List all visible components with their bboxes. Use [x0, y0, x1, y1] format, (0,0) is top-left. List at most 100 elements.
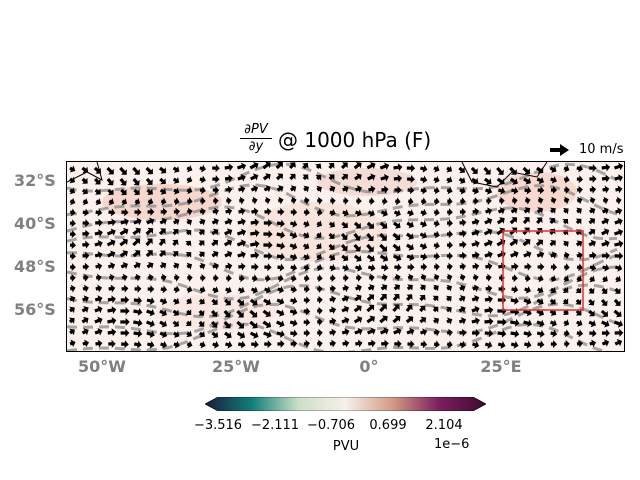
wind-arrow: [107, 328, 117, 337]
wind-arrow: [303, 318, 311, 327]
wind-arrow: [82, 339, 90, 348]
wind-arrow: [405, 232, 414, 240]
wind-arrow: [407, 197, 414, 206]
wind-arrow: [262, 309, 271, 318]
wind-arrow: [420, 262, 428, 271]
colorbar-tick: −3.516: [193, 418, 243, 433]
wind-arrow: [549, 319, 557, 327]
wind-arrow: [132, 249, 141, 258]
wind-arrow: [563, 196, 570, 205]
wind-arrow: [356, 197, 362, 206]
wind-arrow: [576, 263, 583, 272]
wind-arrow: [132, 227, 141, 236]
wind-arrow: [512, 196, 518, 205]
wind-arrow: [120, 328, 130, 337]
wind-arrow: [120, 295, 130, 304]
wind-arrow: [522, 238, 531, 247]
wind-arrow: [367, 173, 376, 181]
wind-arrow: [303, 208, 310, 217]
wind-arrow: [602, 185, 610, 194]
wind-arrow: [483, 166, 491, 175]
wind-arrow: [459, 186, 466, 195]
wind-arrow: [433, 328, 440, 337]
wind-arrow: [303, 307, 311, 316]
wind-arrow: [225, 207, 233, 216]
wind-arrow: [262, 320, 272, 329]
wind-arrow: [172, 218, 180, 226]
wind-arrow: [107, 306, 117, 315]
wind-arrow: [340, 232, 348, 240]
wind-arrow: [199, 262, 206, 270]
wind-arrow: [433, 230, 440, 239]
lat-label-56s: 56°S: [14, 300, 56, 319]
wind-arrow: [601, 207, 609, 215]
wind-arrow: [576, 339, 583, 348]
wind-arrow: [497, 187, 506, 195]
wind-arrow: [497, 296, 507, 305]
wind-arrow: [446, 284, 453, 292]
title-denominator: ∂y: [248, 139, 264, 154]
wind-arrow: [614, 217, 623, 226]
wind-arrow: [537, 340, 545, 349]
wind-arrow: [236, 309, 244, 318]
wind-arrow: [510, 341, 519, 349]
wind-arrow: [119, 238, 128, 247]
wind-arrow: [510, 250, 519, 258]
wind-arrow: [225, 340, 233, 349]
contour-line: [67, 322, 610, 351]
wind-arrow: [251, 262, 259, 271]
wind-arrow: [589, 164, 597, 173]
contour-line: [67, 302, 618, 336]
wind-arrow: [145, 238, 153, 247]
wind-arrow: [549, 207, 556, 214]
wind-arrow: [68, 317, 75, 324]
wind-arrow: [341, 328, 350, 336]
title-derivative: ∂PV ∂y: [240, 122, 272, 155]
wind-arrow: [211, 239, 219, 247]
wind-arrow: [420, 208, 427, 217]
wind-arrow: [589, 339, 597, 348]
wind-arrow: [95, 208, 103, 217]
wind-arrow: [537, 286, 544, 294]
wind-arrow: [524, 196, 531, 205]
wind-arrow: [69, 230, 76, 239]
wind-arrow: [108, 208, 116, 217]
wind-arrow: [549, 298, 556, 305]
wind-arrow: [471, 218, 480, 226]
wind-arrow: [83, 273, 89, 282]
wind-arrow: [563, 329, 570, 338]
wind-arrow: [289, 308, 298, 316]
wind-arrow: [146, 330, 155, 339]
wind-arrow: [367, 339, 376, 348]
wind-arrow: [69, 208, 76, 217]
wind-arrow: [420, 186, 428, 195]
wind-arrow: [392, 232, 401, 241]
wind-arrow: [355, 339, 363, 348]
wind-arrow: [223, 320, 231, 329]
wind-arrow: [329, 295, 336, 304]
wind-arrow: [82, 197, 89, 206]
wind-arrow: [433, 175, 440, 184]
wind-arrow: [419, 316, 427, 324]
wind-arrow: [601, 251, 610, 260]
wind-arrow: [316, 253, 323, 261]
wind-arrow: [69, 187, 76, 195]
wind-arrow: [353, 243, 361, 252]
wind-arrow: [251, 207, 259, 216]
wind-arrow: [366, 232, 374, 242]
wind-arrow: [276, 320, 285, 328]
wind-arrow: [250, 185, 259, 193]
contour-line: [67, 205, 618, 241]
wind-arrow: [392, 221, 401, 229]
wind-arrow: [108, 339, 116, 348]
wind-arrow: [509, 238, 518, 247]
wind-arrow: [173, 340, 180, 349]
wind-arrow: [511, 186, 519, 195]
wind-arrow: [329, 306, 337, 315]
wind-arrow: [407, 273, 414, 282]
wind-arrow: [613, 162, 624, 171]
wind-arrow: [536, 207, 543, 214]
wind-arrow: [471, 295, 480, 303]
wind-arrow: [236, 331, 246, 339]
wind-arrow: [172, 251, 179, 258]
